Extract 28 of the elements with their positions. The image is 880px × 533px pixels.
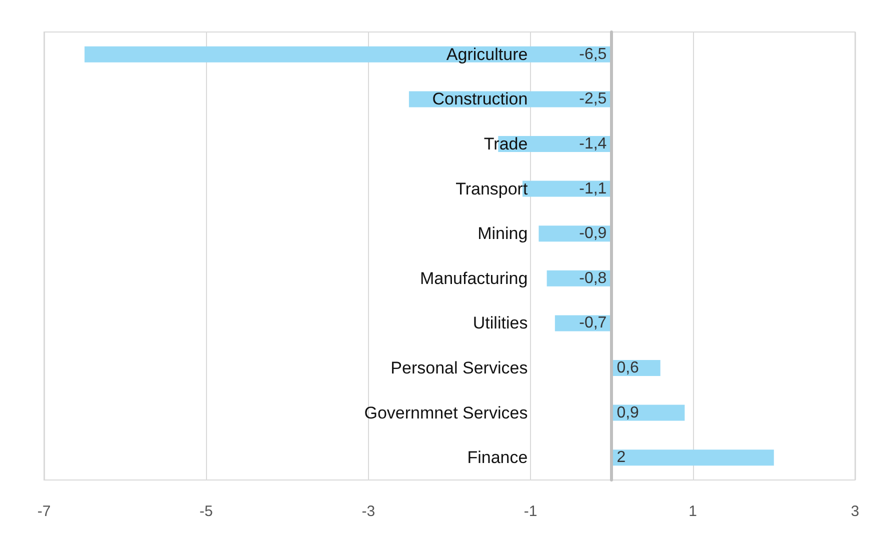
data-label: 0,6	[616, 360, 640, 376]
y-tick-label: Trade	[484, 134, 528, 154]
data-label: -0,7	[579, 314, 607, 332]
data-label: -1,1	[579, 180, 607, 198]
data-label: 2	[616, 449, 626, 466]
data-label: -1,4	[579, 136, 607, 152]
y-tick-label: Utilities	[472, 314, 528, 333]
data-label: -2,5	[579, 90, 607, 108]
x-tick-label: 1	[688, 503, 697, 520]
data-label: -0,9	[579, 225, 607, 242]
y-tick-label: Mining	[478, 224, 528, 244]
data-label: -6,5	[579, 46, 607, 63]
y-tick-label: Governmnet Services	[364, 403, 528, 422]
x-tick-label: -7	[37, 503, 51, 520]
y-tick-label: Agriculture	[446, 44, 528, 64]
data-label: 0,9	[616, 404, 640, 422]
x-tick-label: -3	[362, 503, 376, 520]
data-label: -0,8	[579, 270, 607, 287]
y-tick-label: Personal Services	[390, 358, 528, 378]
x-tick-label: 3	[850, 503, 860, 520]
y-tick-label: Construction	[432, 90, 528, 109]
bar	[612, 450, 774, 466]
bar	[84, 46, 612, 62]
y-tick-label: Manufacturing	[420, 268, 528, 288]
y-tick-label: Transport	[456, 179, 528, 198]
x-tick-label: -1	[524, 503, 538, 520]
x-tick-label: -5	[200, 503, 213, 520]
y-tick-label: Finance	[467, 448, 528, 468]
